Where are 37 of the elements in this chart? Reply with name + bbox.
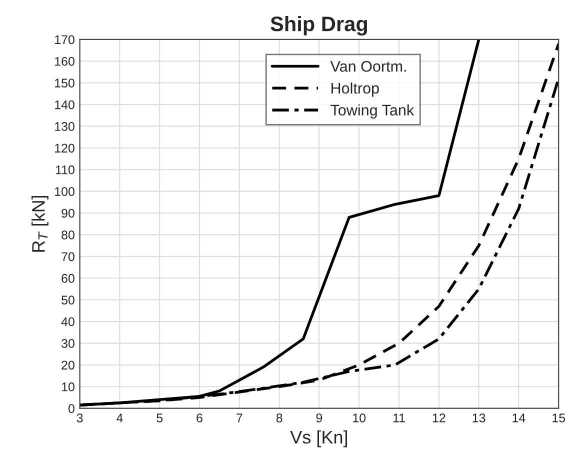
x-tick-label: 7 [236, 414, 242, 422]
y-tick-label: 170 [55, 35, 74, 44]
y-tick-label: 0 [68, 404, 74, 413]
y-tick-label: 70 [62, 252, 74, 262]
y-tick-label: 50 [62, 296, 74, 304]
x-tick-label: 5 [156, 414, 163, 422]
x-tick-label: 15 [552, 414, 566, 422]
x-tick-label: 11 [393, 414, 405, 422]
y-tick-label: 120 [55, 144, 74, 153]
y-tick-label: 150 [55, 78, 74, 88]
x-tick-label: 8 [276, 414, 282, 422]
chart-title: Ship Drag [270, 16, 367, 36]
y-tick-label: 110 [56, 165, 74, 174]
x-tick-label: 13 [472, 414, 486, 422]
y-axis-title: R$_{T}$ [kN] [32, 196, 48, 252]
y-tick-label: 90 [62, 208, 74, 218]
x-tick-label: 12 [432, 414, 446, 422]
legend-label: Holtrop [332, 82, 379, 97]
y-tick-label: 40 [61, 317, 74, 326]
y-tick-label: 130 [55, 122, 74, 131]
x-tick-label: 3 [76, 414, 83, 422]
x-axis-title: Vs [Kn] [290, 430, 348, 448]
x-tick-label: 9 [316, 414, 322, 422]
y-tick-label: 60 [62, 274, 74, 283]
legend-label: Van Oortm. [330, 60, 406, 72]
y-tick-label: 10 [62, 382, 74, 392]
x-tick-label: 10 [353, 414, 366, 422]
y-tick-label: 80 [62, 230, 74, 240]
y-tick-label: 160 [55, 56, 74, 66]
x-tick-label: 4 [116, 414, 123, 422]
y-tick-label: 20 [62, 360, 74, 370]
y-tick-label: 100 [55, 187, 74, 196]
x-tick-label: 14 [512, 414, 526, 422]
legend-label: Towing Tank [330, 104, 414, 119]
y-tick-label: 140 [55, 100, 74, 110]
x-tick-label: 6 [196, 414, 202, 422]
y-tick-label: 30 [62, 339, 74, 348]
